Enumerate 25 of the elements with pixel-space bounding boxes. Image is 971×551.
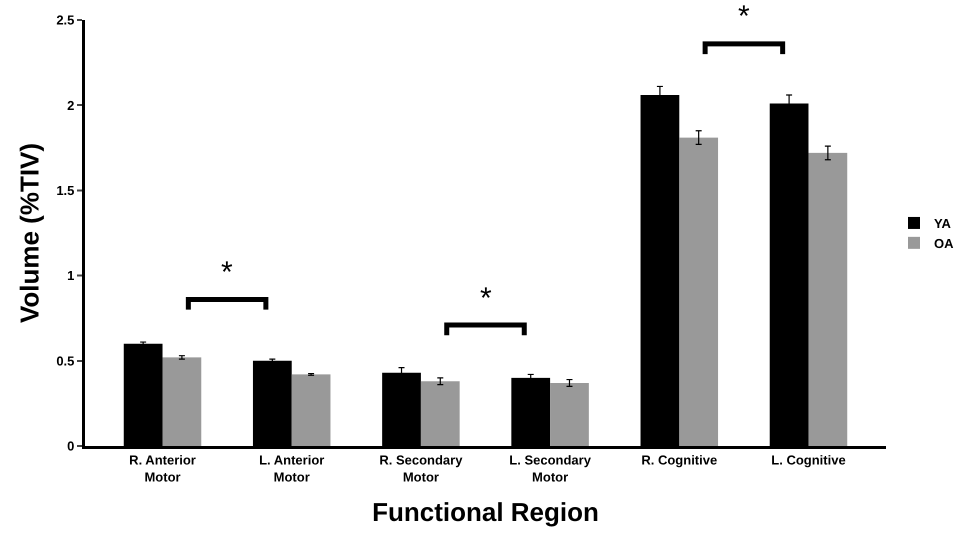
x-tick-label: L. Cognitive xyxy=(771,452,846,468)
x-axis-title: Functional Region xyxy=(372,497,599,528)
y-tick-label: 1.5 xyxy=(56,182,74,198)
y-tick-label: 0.5 xyxy=(56,353,74,368)
x-tick-label: L. Secondary Motor xyxy=(509,452,592,484)
bar xyxy=(808,152,848,446)
x-tick-label: R. Cognitive xyxy=(641,452,718,468)
annotation: * xyxy=(480,282,492,315)
x-tick-label: R. Secondary Motor xyxy=(379,452,464,484)
legend-label: OA xyxy=(934,236,954,251)
annotation: * xyxy=(221,256,233,289)
x-tick-label: R. Anterior Motor xyxy=(129,452,196,484)
bar xyxy=(420,381,460,446)
y-tick-label: 2 xyxy=(67,98,74,113)
bar xyxy=(162,357,202,446)
y-axis-title: Volume (%TIV) xyxy=(14,142,45,324)
x-tick-label: L. Anterior Motor xyxy=(259,452,324,484)
y-tick-label: 0 xyxy=(67,438,74,454)
y-tick-label: 1 xyxy=(67,268,74,284)
legend-label: YA xyxy=(934,216,952,232)
bar xyxy=(550,382,589,446)
y-tick-label: 2.5 xyxy=(56,12,74,28)
bar xyxy=(292,374,330,446)
bar xyxy=(679,138,718,446)
annotation: * xyxy=(738,0,750,33)
